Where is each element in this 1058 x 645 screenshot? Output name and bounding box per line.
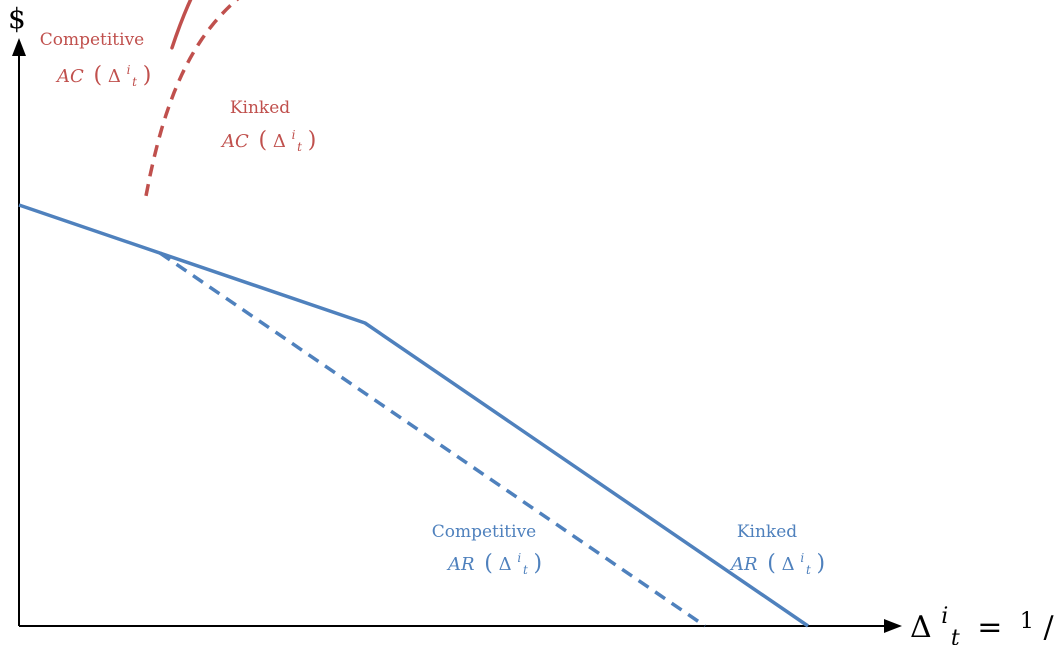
x-axis-label-slash: / (1043, 610, 1054, 645)
kinked-ac-label-line2: AC ( Δ i t ) (220, 123, 316, 156)
x-axis-label-eq: = (977, 610, 1002, 645)
y-axis-arrowhead (12, 38, 26, 56)
x-axis-label-sup: i (941, 604, 948, 629)
kinked-ac-curve (170, 0, 193, 50)
competitive-ar-label-line1: Competitive (432, 522, 537, 542)
kinked-ar-curve (18, 203, 809, 628)
competitive-ar-curve (159, 251, 706, 628)
y-axis-label: $ (8, 2, 26, 35)
competitive-ar-label-line2: AR ( Δ i t ) (446, 546, 542, 579)
x-axis-label: Δ i t = 1 / N t (910, 596, 1058, 645)
kinked-ac-label-line1: Kinked (230, 98, 290, 118)
competitive-ar-label: Competitive AR ( Δ i t ) (432, 522, 542, 579)
kinked-ar-label: Kinked AR ( Δ i t ) (729, 522, 825, 579)
kinked-ac-label: Kinked AC ( Δ i t ) (220, 98, 316, 156)
competitive-ac-label-line1: Competitive (40, 30, 145, 50)
kinked-ar-label-line2: AR ( Δ i t ) (729, 546, 825, 579)
x-axis-arrowhead (884, 619, 902, 633)
kinked-ar-label-line1: Kinked (737, 522, 797, 542)
x-axis-label-sub: t (951, 626, 960, 645)
competitive-ac-label-line2: AC ( Δ i t ) (55, 58, 151, 91)
x-axis-label-delta: Δ (910, 610, 932, 645)
x-axis-label-num: 1 (1020, 609, 1034, 634)
competitive-ac-label: Competitive AC ( Δ i t ) (40, 30, 152, 91)
